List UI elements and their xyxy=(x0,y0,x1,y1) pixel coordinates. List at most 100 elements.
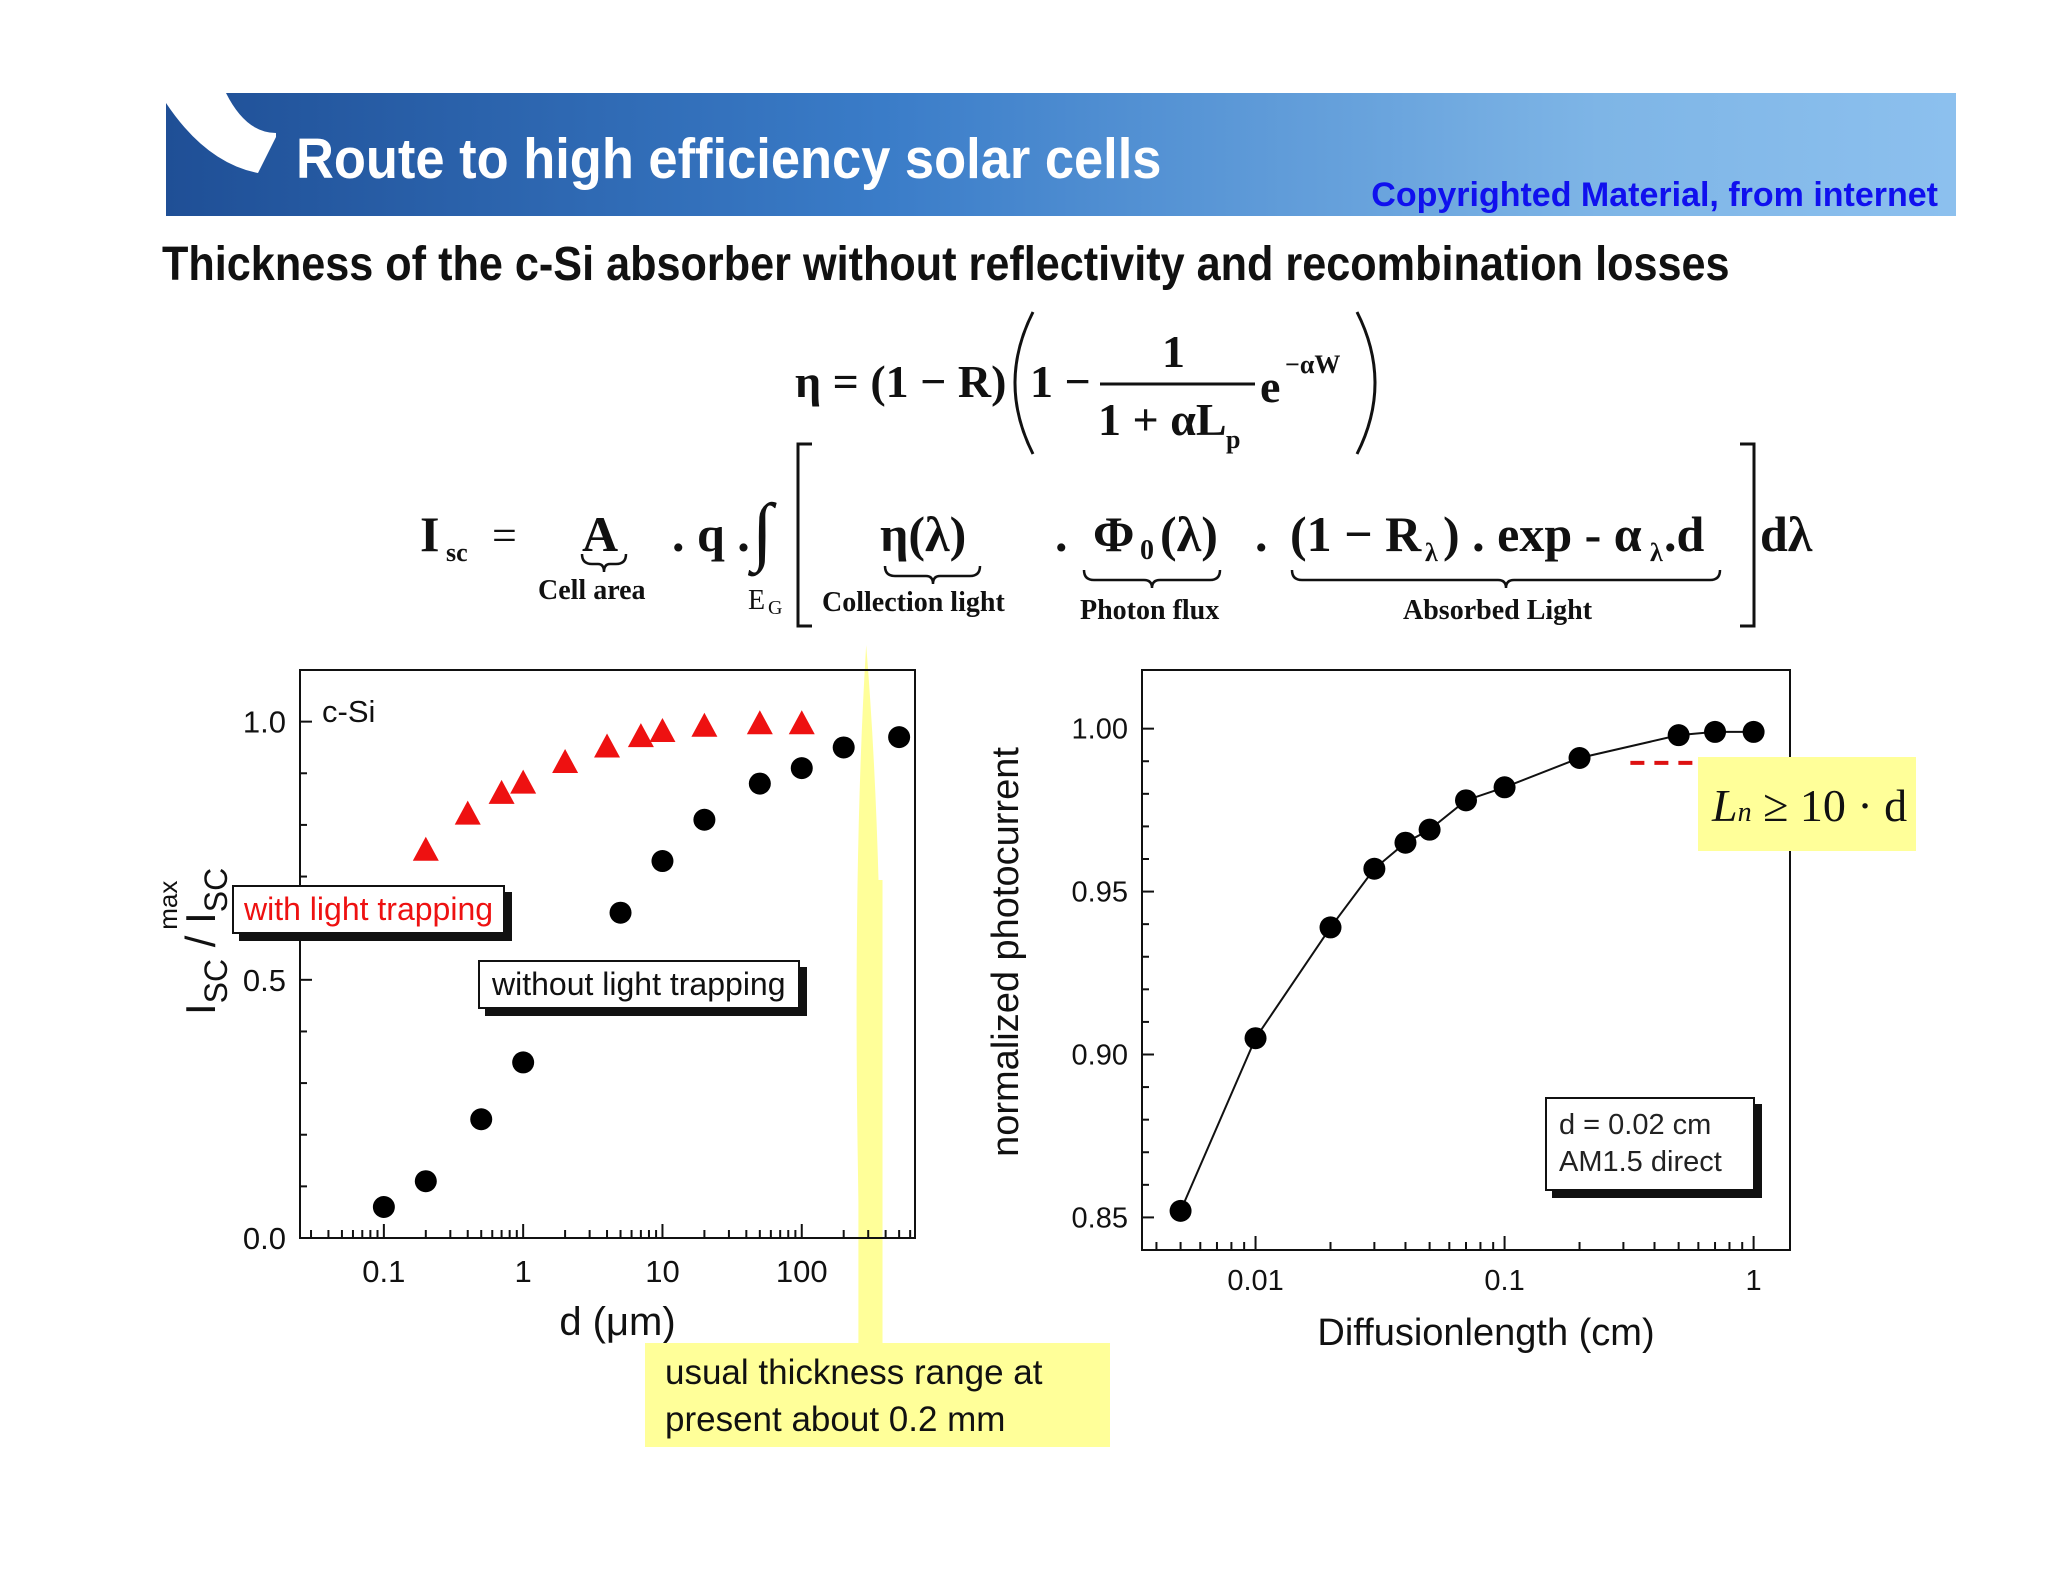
eta-minus: 1 − xyxy=(1030,356,1091,407)
condition-symbol-sub: n xyxy=(1737,797,1752,828)
y-tick-label: 1.0 xyxy=(243,705,286,740)
data-point-with-trapping xyxy=(649,717,676,742)
data-point xyxy=(1742,720,1765,743)
data-point xyxy=(1363,857,1386,880)
data-point xyxy=(1455,789,1477,812)
fraction-numerator: 1 xyxy=(1162,326,1185,377)
y-axis-label: ISC / ISCmax xyxy=(153,868,234,1015)
data-point xyxy=(1244,1027,1267,1050)
data-point-without-trapping xyxy=(414,1170,437,1193)
absorbed-expression: (1 − R xyxy=(1290,506,1422,562)
right-chart-legend: d = 0.02 cm AM1.5 direct xyxy=(1545,1097,1755,1191)
data-point-with-trapping xyxy=(788,710,815,735)
data-point-with-trapping xyxy=(594,733,621,758)
copyright-notice: Copyrighted Material, from internet xyxy=(1371,176,1938,214)
condition-symbol: L xyxy=(1712,780,1738,831)
x-tick-label: 0.01 xyxy=(1227,1265,1283,1297)
underbraces xyxy=(580,553,1722,589)
title-banner xyxy=(166,93,1956,216)
data-point-without-trapping xyxy=(609,901,632,924)
x-tick-label: 10 xyxy=(645,1254,679,1289)
thickness-range-highlight-body xyxy=(858,880,883,1350)
data-point-with-trapping xyxy=(746,710,773,735)
data-point-with-trapping xyxy=(454,800,481,825)
integral-lower-limit: E xyxy=(748,585,766,616)
phi-symbol: Φ xyxy=(1093,506,1135,562)
exp-power: −αW xyxy=(1285,350,1341,379)
condition-rest: ≥ 10 · d xyxy=(1751,780,1908,831)
data-point-without-trapping xyxy=(372,1196,395,1219)
data-point-without-trapping xyxy=(832,736,855,759)
y-axis-label: normalized photocurrent xyxy=(985,747,1027,1157)
thickness-range-note: usual thickness range at present about 0… xyxy=(645,1343,1110,1447)
y-tick-label: 0.5 xyxy=(243,963,286,998)
legend-thickness: d = 0.02 cm xyxy=(1559,1109,1712,1141)
legend-without-light-trapping: without light trapping xyxy=(478,960,800,1009)
exp-base: e xyxy=(1260,361,1281,412)
data-point xyxy=(1493,776,1516,799)
x-tick-label: 1 xyxy=(515,1254,532,1289)
slide-subtitle: Thickness of the c-Si absorber without r… xyxy=(162,238,1730,291)
dot-operator-2: . xyxy=(1255,506,1268,562)
d-lambda: dλ xyxy=(1760,506,1813,562)
x-tick-label: 0.1 xyxy=(1484,1265,1524,1297)
phi-arg: (λ) xyxy=(1160,506,1218,562)
page-title: Route to high efficiency solar cells xyxy=(296,127,1162,191)
data-point-without-trapping xyxy=(790,757,813,780)
dot-operator-1: . xyxy=(1055,506,1068,562)
x-tick-label: 100 xyxy=(776,1254,828,1289)
banner-logo-swoosh xyxy=(166,93,276,173)
data-point xyxy=(1667,724,1690,747)
fraction-denominator: 1 + αL xyxy=(1098,394,1227,445)
y-tick-label: 0.90 xyxy=(1072,1039,1128,1071)
big-parentheses xyxy=(1013,311,1377,455)
big-brackets xyxy=(796,442,1756,628)
data-point-with-trapping xyxy=(627,723,654,748)
absorbed-expression-sub: λ xyxy=(1425,538,1438,567)
data-point-with-trapping xyxy=(488,779,515,804)
y-axis-label-text: ISC / ISCmax xyxy=(153,868,234,1015)
absorbed-expression-2: ) . exp - α xyxy=(1443,506,1642,562)
data-point-without-trapping xyxy=(470,1108,493,1131)
isc-sub: sc xyxy=(446,538,468,567)
label-absorbed-light: Absorbed Light xyxy=(1403,595,1593,626)
data-point-without-trapping xyxy=(693,808,716,831)
data-point-without-trapping xyxy=(512,1051,535,1074)
diffusion-length-condition: Ln ≥ 10 · d xyxy=(1698,757,1916,851)
data-point xyxy=(1704,720,1727,743)
x-axis-label: Diffusionlength (cm) xyxy=(1317,1312,1654,1354)
data-point-without-trapping xyxy=(888,726,911,749)
legend-spectrum: AM1.5 direct xyxy=(1559,1146,1722,1178)
label-photon-flux: Photon flux xyxy=(1080,595,1220,626)
area-symbol: A xyxy=(582,506,619,562)
x-axis-label: d (μm) xyxy=(559,1300,675,1344)
y-tick-label: 0.95 xyxy=(1072,877,1128,909)
chart-annotation-csi: c-Si xyxy=(322,694,375,729)
data-point-without-trapping xyxy=(651,850,674,873)
integral-lower-limit-sub: G xyxy=(768,597,783,619)
x-tick-label: 0.1 xyxy=(362,1254,405,1289)
y-tick-label: 1.00 xyxy=(1072,714,1128,746)
data-point-with-trapping xyxy=(552,748,579,773)
data-point-without-trapping xyxy=(748,772,771,795)
thickness-range-note-line1: usual thickness range at xyxy=(665,1353,1043,1392)
equals-sign: = xyxy=(492,511,517,560)
legend-with-light-trapping: with light trapping xyxy=(232,885,506,934)
eta-lhs: η = (1 − R) xyxy=(795,356,1007,407)
absorbed-expression-sub-2: λ xyxy=(1650,538,1663,567)
eta-lambda: η(λ) xyxy=(880,506,967,562)
y-tick-label: 0.85 xyxy=(1072,1202,1128,1234)
thickness-range-note-line2: present about 0.2 mm xyxy=(665,1400,1006,1439)
data-point xyxy=(1418,818,1441,841)
data-point-with-trapping xyxy=(412,836,439,861)
data-point-with-trapping xyxy=(510,769,537,794)
x-tick-label: 1 xyxy=(1746,1265,1762,1297)
data-point xyxy=(1394,831,1417,854)
data-point xyxy=(1169,1199,1192,1222)
isc-symbol: I xyxy=(420,506,440,562)
absorbed-expression-3: .d xyxy=(1664,506,1705,562)
phi-sub: 0 xyxy=(1140,535,1154,566)
data-point xyxy=(1319,916,1342,939)
data-point-with-trapping xyxy=(691,712,718,737)
